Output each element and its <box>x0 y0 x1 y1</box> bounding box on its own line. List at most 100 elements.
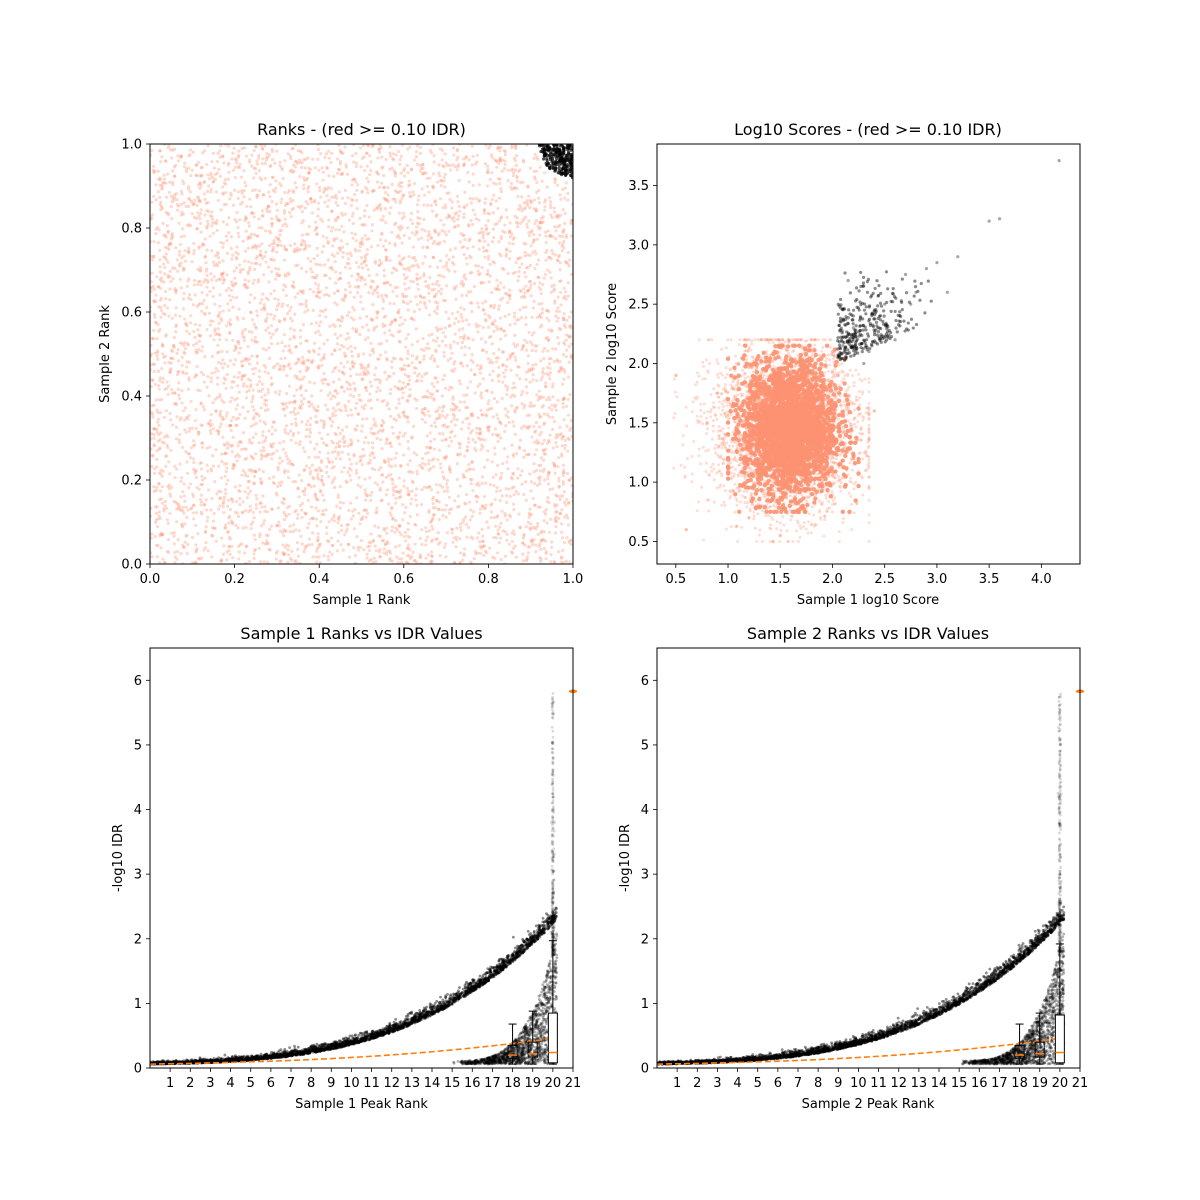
rank-point-red <box>361 352 366 356</box>
rank-point-red <box>231 284 236 288</box>
rank-point-red <box>291 284 295 288</box>
rank-point-red <box>553 517 557 521</box>
rank-point-red <box>298 206 302 210</box>
rank-point-red <box>357 249 362 253</box>
rank-point-red <box>532 175 537 179</box>
rank-point-red <box>375 180 380 184</box>
rank-point-red <box>175 415 179 419</box>
rank-point-red <box>158 176 162 180</box>
rank-point-red <box>544 251 548 255</box>
rank-point-red <box>250 261 254 265</box>
rank-point-red <box>288 211 292 215</box>
rank-point-red <box>513 333 517 337</box>
rank-point-red <box>168 269 172 273</box>
rank-point-red <box>320 474 324 479</box>
rank-point-red <box>532 207 536 211</box>
rank-point-red <box>295 388 299 392</box>
rank-point-red <box>360 517 364 521</box>
rank-point-red <box>298 442 302 447</box>
rank-point-red <box>331 406 335 410</box>
rank-point-red <box>503 429 507 433</box>
rank-point-red <box>254 412 258 416</box>
rank-point-red <box>261 521 266 526</box>
rank-point-red <box>473 373 477 377</box>
rank-point-red <box>462 233 466 237</box>
rank-point-red <box>431 501 435 506</box>
rank-point-red <box>225 441 229 445</box>
rank-point-red <box>219 272 224 277</box>
rank-point-red <box>538 396 542 401</box>
rank-point-red <box>388 151 392 155</box>
rank-point-red <box>397 211 402 215</box>
rank-point-red <box>273 266 278 271</box>
rank-point-red <box>380 418 385 423</box>
rank-point-red <box>402 479 406 483</box>
rank-point-red <box>279 357 283 361</box>
rank-point-red <box>409 194 413 199</box>
rank-point-red <box>461 233 465 237</box>
rank-point-red <box>435 364 440 369</box>
rank-point-red <box>199 461 203 465</box>
rank-point-red <box>524 453 528 457</box>
rank-point-red <box>427 347 431 351</box>
rank-point-red <box>199 467 204 471</box>
rank-point-red <box>296 149 300 153</box>
rank-point-red <box>443 416 448 420</box>
rank-point-red <box>400 226 404 230</box>
rank-point-red <box>320 378 324 382</box>
rank-point-red <box>438 483 442 487</box>
rank-point-red <box>427 229 431 234</box>
rank-point-red <box>532 424 536 429</box>
rank-point-red <box>194 560 198 564</box>
rank-point-red <box>238 483 242 488</box>
rank-point-red <box>563 438 567 442</box>
rank-point-red <box>540 375 544 379</box>
rank-point-red <box>219 362 223 366</box>
rank-point-red <box>286 461 290 466</box>
rank-point-red <box>225 350 229 354</box>
rank-point-red <box>556 335 560 340</box>
rank-point-red <box>255 361 259 365</box>
rank-point-red <box>508 356 512 360</box>
rank-point-red <box>304 339 308 343</box>
rank-point-red <box>290 319 294 323</box>
rank-point-red <box>193 322 197 327</box>
rank-point-red <box>275 273 279 278</box>
rank-point-red <box>370 317 374 321</box>
rank-point-red <box>543 272 548 277</box>
rank-point-red <box>350 214 354 218</box>
rank-point-red <box>539 430 543 434</box>
rank-point-red <box>450 429 454 433</box>
rank-point-red <box>494 182 498 186</box>
rank-point-red <box>354 249 358 253</box>
rank-point-red <box>200 474 204 478</box>
rank-point-red <box>315 549 319 553</box>
rank-point-red <box>311 290 316 294</box>
rank-point-red <box>275 149 279 153</box>
rank-point-red <box>501 380 505 384</box>
rank-point-red <box>526 426 530 431</box>
rank-point-red <box>216 314 220 319</box>
rank-point-red <box>312 477 316 481</box>
rank-point-red <box>261 387 265 391</box>
rank-point-red <box>290 147 294 151</box>
rank-point-red <box>271 442 276 446</box>
rank-point-red <box>338 500 342 505</box>
rank-point-red <box>355 535 359 539</box>
rank-point-red <box>210 534 215 538</box>
rank-point-red <box>534 207 539 211</box>
rank-point-red <box>186 250 191 254</box>
rank-point-red <box>470 309 474 314</box>
rank-point-red <box>377 150 382 154</box>
rank-point-red <box>248 160 252 164</box>
rank-point-red <box>388 511 392 515</box>
rank-point-red <box>259 479 263 483</box>
rank-point-red <box>247 510 251 514</box>
rank-point-red <box>514 452 519 456</box>
rank-point-red <box>317 466 322 470</box>
rank-point-red <box>199 510 204 514</box>
rank-point-red <box>503 150 507 154</box>
rank-point-red <box>455 211 459 215</box>
rank-point-red <box>384 552 389 556</box>
rank-point-red <box>525 557 529 561</box>
